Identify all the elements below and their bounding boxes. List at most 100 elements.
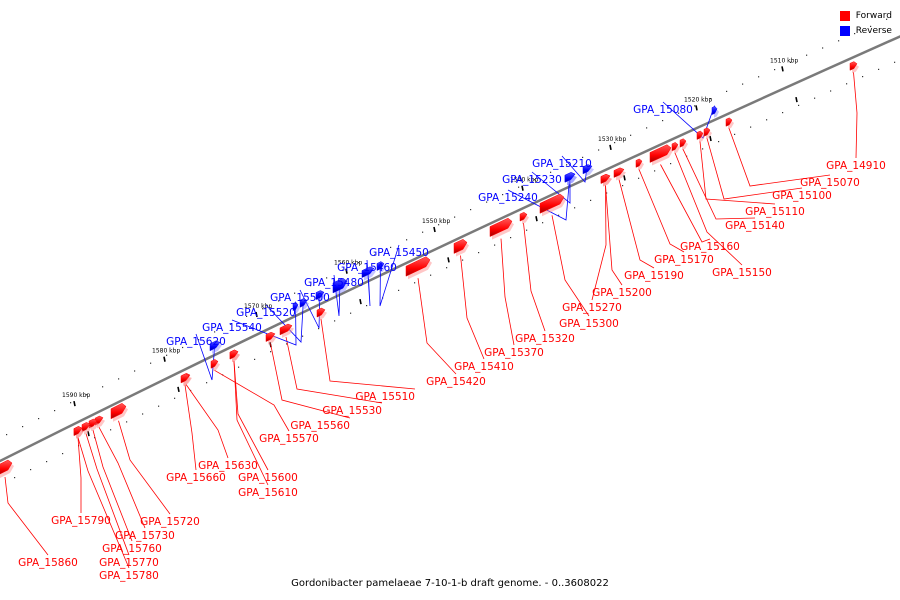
leader-line <box>523 223 546 332</box>
genome-backbone <box>0 35 900 463</box>
gene-label-gpa_15190[interactable]: GPA_15190 <box>624 270 684 282</box>
tick-dot-upper <box>854 33 856 35</box>
gene-label-gpa_15530[interactable]: GPA_15530 <box>322 405 382 417</box>
gene-label-gpa_15200[interactable]: GPA_15200 <box>592 287 652 299</box>
gene-feature-gpa_15370[interactable] <box>489 217 513 237</box>
gene-feature-gpa_15510[interactable] <box>316 307 326 318</box>
gene-label-gpa_15240[interactable]: GPA_15240 <box>478 192 538 204</box>
gene-feature-gpa_15500[interactable] <box>315 290 325 300</box>
leader-line <box>605 185 623 286</box>
gene-feature-gpa_15070[interactable] <box>725 117 733 127</box>
tick-dot-upper <box>742 83 744 85</box>
tick-dot-upper <box>262 308 264 310</box>
gene-label-gpa_15100[interactable]: GPA_15100 <box>772 190 832 202</box>
gene-label-gpa_15600[interactable]: GPA_15600 <box>238 472 298 484</box>
gene-feature-gpa_14910[interactable] <box>849 61 858 71</box>
gene-label-gpa_15160[interactable]: GPA_15160 <box>680 241 740 253</box>
gene-feature-gpa_15170[interactable] <box>635 158 643 168</box>
gene-feature-gpa_15720[interactable] <box>110 403 127 420</box>
gene-feature-gpa_15460[interactable] <box>361 266 375 278</box>
gene-feature-gpa_15620[interactable] <box>209 340 221 352</box>
gene-label-gpa_15790[interactable]: GPA_15790 <box>51 515 111 527</box>
gene-feature-gpa_15450[interactable] <box>376 261 385 271</box>
gene-feature-gpa_15560[interactable] <box>265 331 276 342</box>
tick-dot-lower <box>574 207 576 209</box>
gene-feature-gpa_15420[interactable] <box>405 256 431 277</box>
gene-label-gpa_15510[interactable]: GPA_15510 <box>355 391 415 403</box>
kbp-tick-lower <box>709 135 712 142</box>
gene-feature-gpa_15240[interactable] <box>564 172 576 183</box>
tick-dot-lower <box>510 237 512 239</box>
gene-label-gpa_15300[interactable]: GPA_15300 <box>559 318 619 330</box>
gene-label-gpa_15320[interactable]: GPA_15320 <box>515 333 575 345</box>
gene-label-gpa_15110[interactable]: GPA_15110 <box>745 206 805 218</box>
kbp-tick-upper <box>609 144 612 151</box>
gene-feature-gpa_15210[interactable] <box>582 164 593 175</box>
gene-label-gpa_15630[interactable]: GPA_15630 <box>198 460 258 472</box>
gene-feature-gpa_15080[interactable] <box>711 106 718 115</box>
gene-feature-gpa_15110[interactable] <box>696 130 704 140</box>
gene-feature-gpa_15610[interactable] <box>229 349 239 360</box>
gene-feature-gpa_15150[interactable] <box>671 142 679 152</box>
gene-label-gpa_15720[interactable]: GPA_15720 <box>140 516 200 528</box>
gene-feature-gpa_15100[interactable] <box>703 127 711 137</box>
kbp-tick-upper <box>781 66 784 72</box>
gene-label-gpa_15730[interactable]: GPA_15730 <box>115 530 175 542</box>
tick-dot-upper <box>342 269 344 271</box>
tick-dot-upper <box>662 120 664 122</box>
gene-feature-gpa_15140[interactable] <box>679 138 687 148</box>
gene-feature-gpa_15530[interactable] <box>279 323 293 336</box>
gene-feature-gpa_15790[interactable] <box>73 426 83 437</box>
gene-label-gpa_15480[interactable]: GPA_15480 <box>304 277 364 289</box>
gene-feature-gpa_15770[interactable] <box>81 422 91 433</box>
gene-label-gpa_15420[interactable]: GPA_15420 <box>426 376 486 388</box>
gene-feature-gpa_15860[interactable] <box>0 459 13 475</box>
gene-label-gpa_15460[interactable]: GPA_15460 <box>337 262 397 274</box>
gene-label-gpa_15860[interactable]: GPA_15860 <box>18 557 78 569</box>
gene-label-gpa_15210[interactable]: GPA_15210 <box>532 158 592 170</box>
gene-feature-gpa_15190[interactable] <box>613 167 625 178</box>
gene-label-gpa_15150[interactable]: GPA_15150 <box>712 267 772 279</box>
gene-label-gpa_15450[interactable]: GPA_15450 <box>369 247 429 259</box>
tick-dot-upper <box>838 40 840 42</box>
gene-feature-gpa_15760[interactable] <box>88 418 98 429</box>
gene-label-gpa_15610[interactable]: GPA_15610 <box>238 487 298 499</box>
tick-dot-upper <box>134 370 136 372</box>
gene-feature-gpa_15540[interactable] <box>292 301 299 311</box>
tick-dot-upper <box>886 18 888 20</box>
gene-label-gpa_15080[interactable]: GPA_15080 <box>633 104 693 116</box>
gene-label-gpa_15140[interactable]: GPA_15140 <box>725 220 785 232</box>
gene-label-gpa_15170[interactable]: GPA_15170 <box>654 254 714 266</box>
gene-label-gpa_15500[interactable]: GPA_15500 <box>270 292 330 304</box>
gene-feature-gpa_15480[interactable] <box>332 277 348 294</box>
kbp-tick-lower <box>535 216 538 222</box>
gene-feature-gpa_15410[interactable] <box>453 239 468 254</box>
tick-dot-upper <box>614 142 616 144</box>
gene-feature-gpa_15520[interactable] <box>299 298 308 308</box>
gene-feature-gpa_15570[interactable] <box>210 359 219 369</box>
tick-dot-upper <box>678 112 680 114</box>
gene-label-gpa_15410[interactable]: GPA_15410 <box>454 361 514 373</box>
gene-feature-gpa_15300[interactable] <box>539 193 565 214</box>
gene-feature-gpa_15160[interactable] <box>649 144 672 163</box>
gene-label-gpa_15570[interactable]: GPA_15570 <box>259 433 319 445</box>
gene-label-gpa_15520[interactable]: GPA_15520 <box>236 307 296 319</box>
gene-feature-gpa_15660[interactable] <box>180 373 190 384</box>
gene-label-gpa_15760[interactable]: GPA_15760 <box>102 543 162 555</box>
gene-label-gpa_15560[interactable]: GPA_15560 <box>290 420 350 432</box>
gene-label-gpa_15660[interactable]: GPA_15660 <box>166 472 226 484</box>
tick-dot-upper <box>822 47 824 49</box>
gene-label-gpa_15070[interactable]: GPA_15070 <box>800 177 860 189</box>
gene-label-gpa_15780[interactable]: GPA_15780 <box>99 570 159 582</box>
gene-label-gpa_15230[interactable]: GPA_15230 <box>502 174 562 186</box>
gene-label-gpa_15370[interactable]: GPA_15370 <box>484 347 544 359</box>
gene-label-gpa_15540[interactable]: GPA_15540 <box>202 322 262 334</box>
gene-label-gpa_15620[interactable]: GPA_15620 <box>166 336 226 348</box>
tick-dot-upper <box>550 171 552 173</box>
gene-feature-gpa_15320[interactable] <box>519 212 528 222</box>
tick-dot-upper <box>710 98 712 100</box>
gene-feature-gpa_15270[interactable] <box>600 173 611 184</box>
gene-label-gpa_15770[interactable]: GPA_15770 <box>99 557 159 569</box>
gene-label-gpa_14910[interactable]: GPA_14910 <box>826 160 886 172</box>
gene-label-gpa_15270[interactable]: GPA_15270 <box>562 302 622 314</box>
